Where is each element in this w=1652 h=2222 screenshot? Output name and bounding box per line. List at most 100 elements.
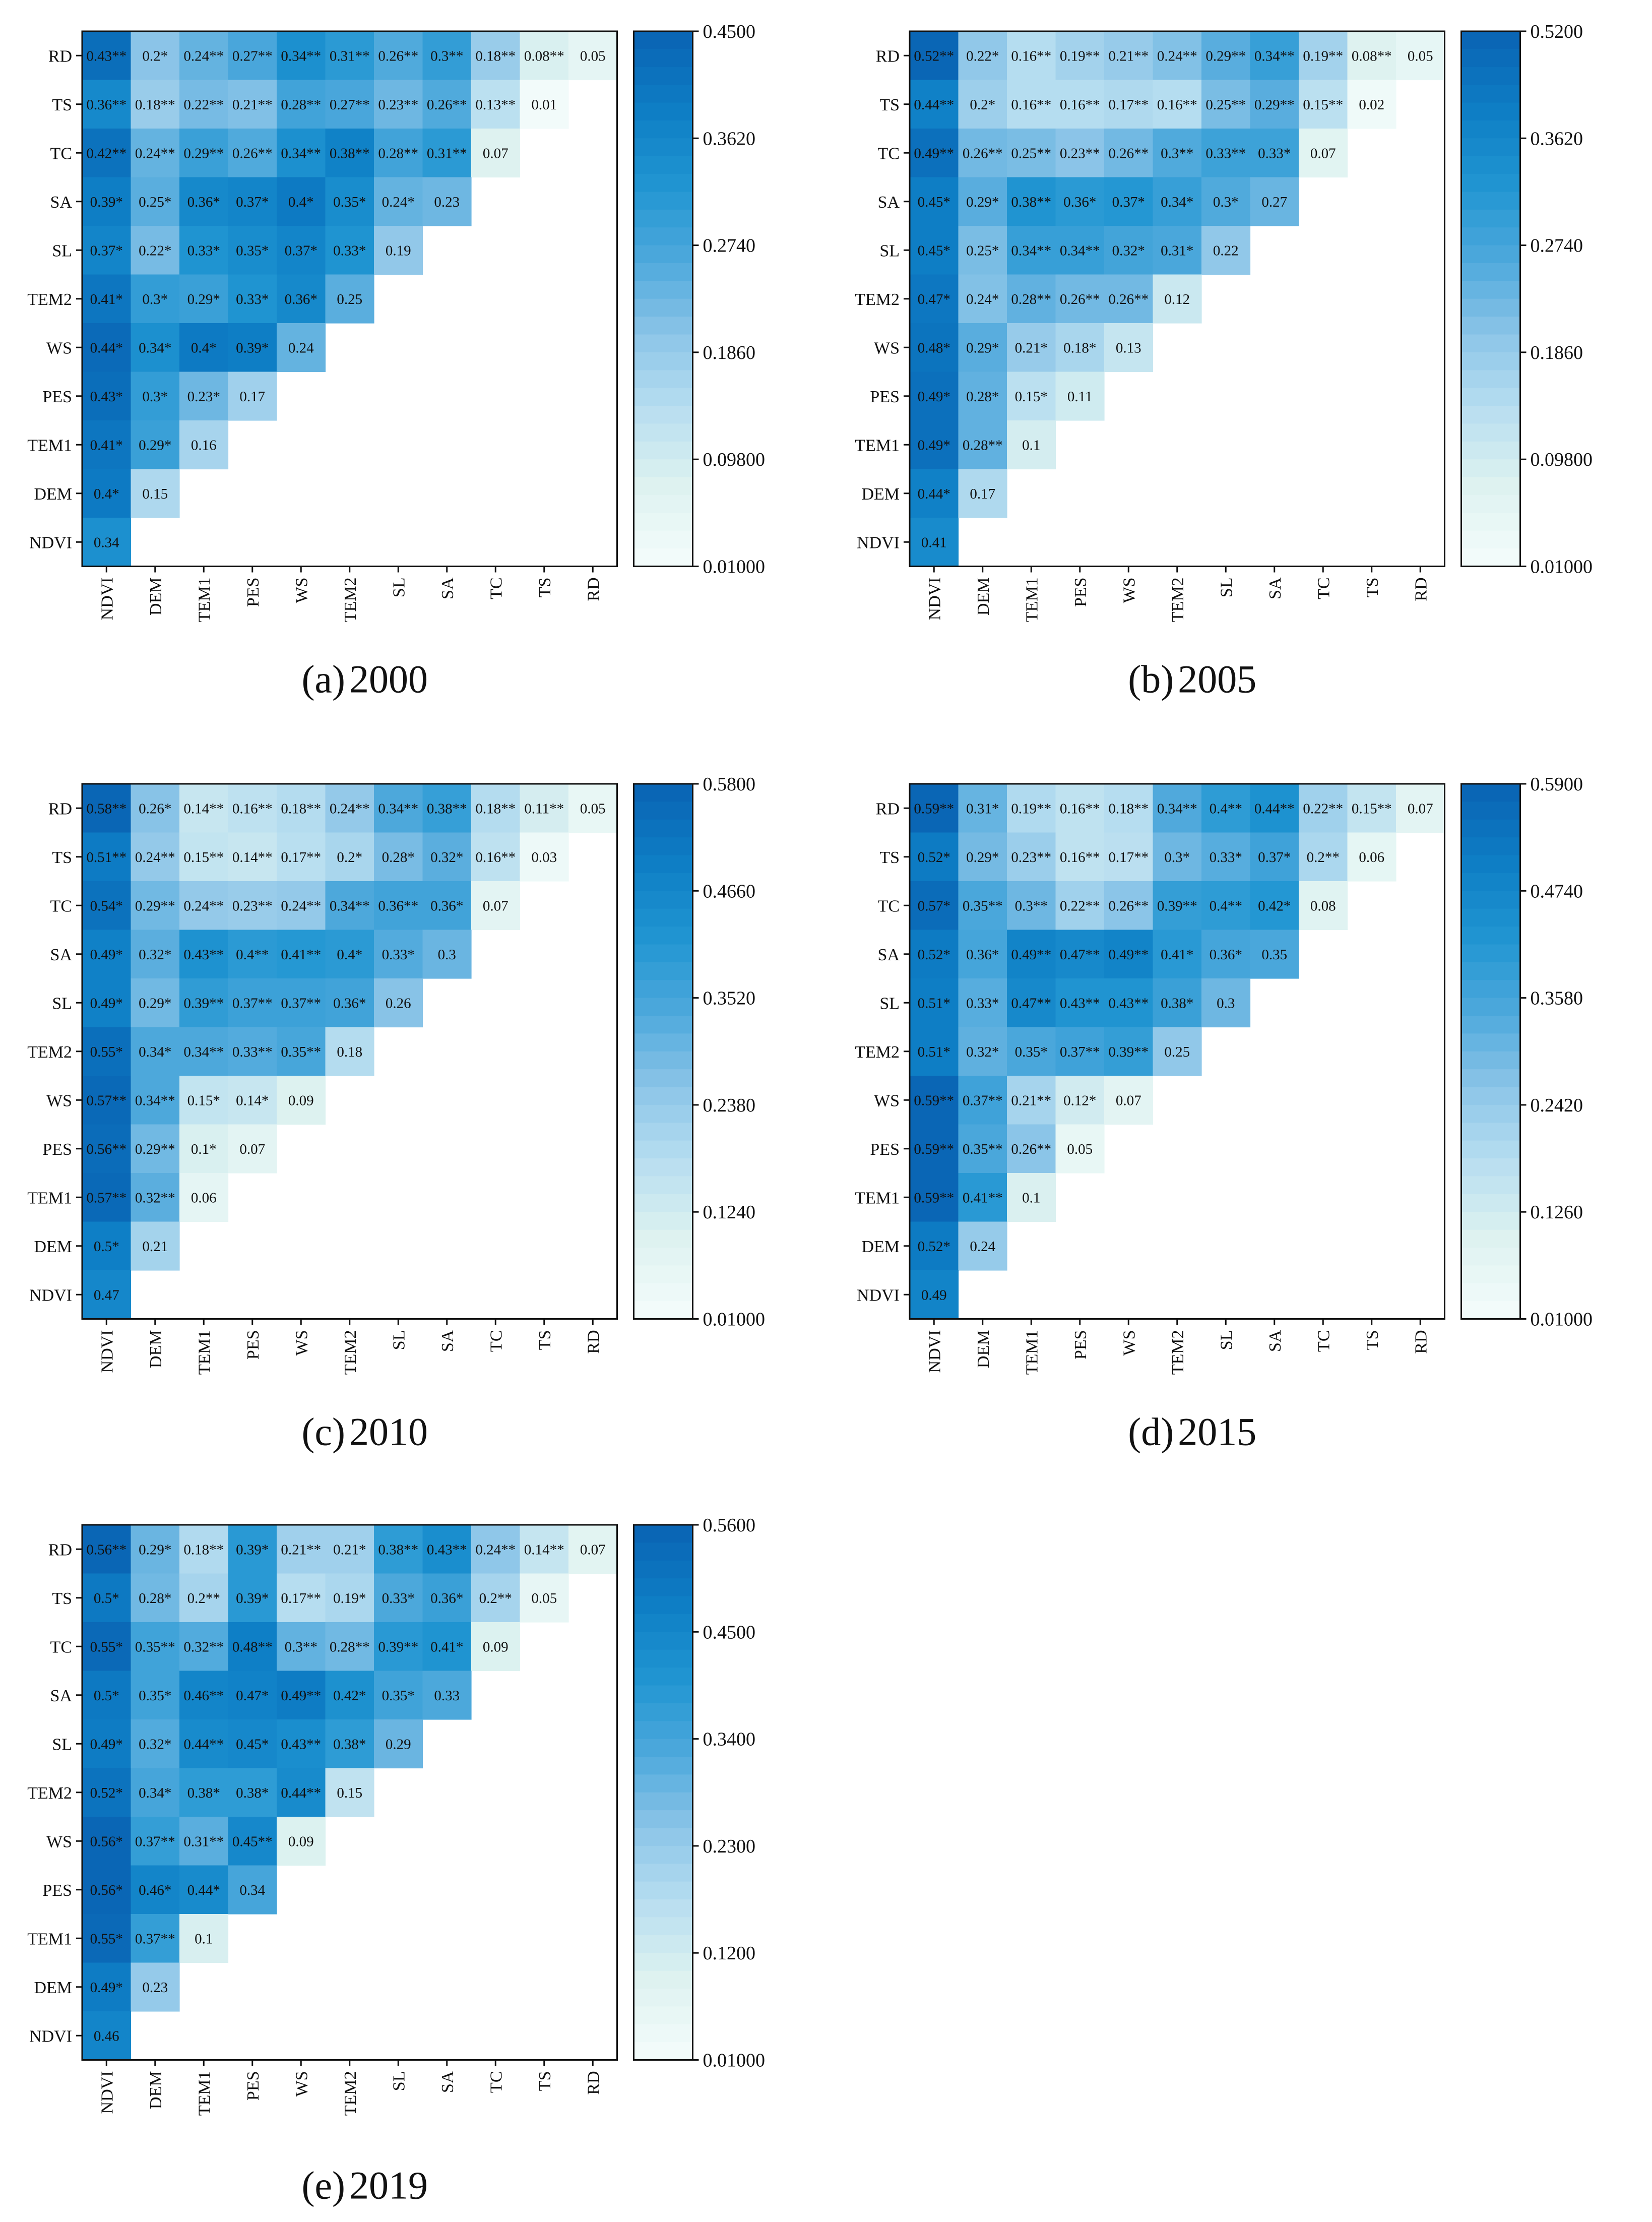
colorbar-segment bbox=[633, 1212, 693, 1230]
colorbar-segment bbox=[1461, 1104, 1520, 1124]
colorbar-segment bbox=[633, 1721, 693, 1740]
y-tick-label-ts: TS bbox=[52, 96, 72, 114]
heatmap-cell bbox=[179, 930, 229, 979]
cell-value-label: 0.28** bbox=[378, 145, 418, 161]
y-tick-label-ndvi: NDVI bbox=[29, 2027, 72, 2046]
colorbar-segment bbox=[633, 1739, 693, 1757]
cell-value-label: 0.42* bbox=[1258, 898, 1291, 914]
colorbar-segment bbox=[1461, 388, 1520, 406]
colorbar-segment bbox=[633, 334, 693, 353]
heatmap-cell bbox=[179, 1027, 229, 1076]
colorbar-segment bbox=[1461, 1069, 1520, 1088]
colorbar-segment bbox=[1461, 1283, 1520, 1302]
heatmap-cell bbox=[1201, 978, 1251, 1028]
heatmap-cell bbox=[1299, 80, 1348, 129]
x-tick-label-tem2: TEM2 bbox=[341, 578, 360, 623]
colorbar-segment bbox=[1461, 801, 1520, 820]
colorbar-segment bbox=[633, 784, 693, 803]
x-tick-label-tem1: TEM1 bbox=[1023, 578, 1041, 623]
heatmap-cell bbox=[374, 881, 423, 931]
caption-year: 2005 bbox=[1178, 657, 1256, 701]
y-tick-label-tem2: TEM2 bbox=[27, 1043, 72, 1062]
cell-value-label: 0.29** bbox=[183, 145, 224, 161]
heatmap-cell bbox=[1153, 31, 1202, 81]
y-tick-label-ws: WS bbox=[874, 1091, 900, 1110]
x-tick-label-rd: RD bbox=[1412, 1330, 1430, 1354]
cell-value-label: 0.29** bbox=[135, 1141, 175, 1157]
colorbar-segment bbox=[1461, 138, 1520, 157]
cell-value-label: 0.07 bbox=[1408, 800, 1433, 817]
caption-letter: (b) bbox=[1128, 657, 1174, 701]
panel-caption: (c) 2010 bbox=[301, 1410, 428, 1454]
y-tick-label-ts: TS bbox=[879, 96, 900, 114]
colorbar-segment bbox=[633, 855, 693, 874]
heatmap-cell bbox=[131, 1622, 180, 1672]
heatmap-cell bbox=[910, 323, 959, 373]
y-tick-label-ws: WS bbox=[46, 339, 72, 357]
heatmap-cell bbox=[1104, 881, 1154, 931]
colorbar-segment bbox=[633, 209, 693, 228]
cell-value-label: 0.49* bbox=[918, 389, 950, 405]
cell-value-label: 0.35* bbox=[382, 1688, 415, 1704]
heatmap-cell bbox=[1007, 978, 1056, 1028]
cell-value-label: 0.22** bbox=[1060, 898, 1100, 914]
colorbar-tick-label: 0.1240 bbox=[703, 1202, 756, 1223]
heatmap-cell bbox=[131, 1076, 180, 1125]
colorbar-segment bbox=[1461, 1087, 1520, 1105]
cell-value-label: 0.45* bbox=[918, 242, 950, 259]
colorbar-segment bbox=[1461, 209, 1520, 228]
heatmap-cell bbox=[1153, 930, 1202, 979]
heatmap-cell bbox=[910, 1076, 959, 1125]
heatmap-cell bbox=[910, 1027, 959, 1076]
heatmap-cell bbox=[1007, 881, 1056, 931]
colorbar-segment bbox=[1461, 1301, 1520, 1320]
heatmap-cell bbox=[228, 1719, 277, 1769]
cell-value-label: 0.24** bbox=[183, 898, 224, 914]
cell-value-label: 0.2** bbox=[479, 1590, 512, 1607]
colorbar-segment bbox=[1461, 1247, 1520, 1266]
y-tick-label-tem2: TEM2 bbox=[27, 1784, 72, 1803]
colorbar-segment bbox=[1461, 1123, 1520, 1141]
y-tick-label-sl: SL bbox=[52, 1735, 72, 1754]
heatmap-cell bbox=[82, 1914, 132, 1963]
heatmap-cell bbox=[471, 129, 521, 178]
x-tick-label-sa: SA bbox=[438, 577, 457, 599]
heatmap-cell bbox=[131, 1221, 180, 1271]
cell-value-label: 0.22** bbox=[183, 97, 224, 113]
cell-value-label: 0.51* bbox=[918, 995, 950, 1011]
colorbar-segment bbox=[633, 1194, 693, 1212]
colorbar-segment bbox=[1461, 1158, 1520, 1177]
cell-value-label: 0.34* bbox=[139, 1785, 171, 1801]
cell-value-label: 0.05 bbox=[580, 800, 606, 817]
heatmap-cell bbox=[958, 274, 1007, 324]
heatmap-cell bbox=[277, 1817, 326, 1866]
colorbar-segment bbox=[633, 1229, 693, 1248]
heatmap-cell bbox=[131, 372, 180, 421]
cell-value-label: 0.07 bbox=[580, 1541, 606, 1558]
y-tick-label-ws: WS bbox=[46, 1091, 72, 1110]
colorbar-tick-label: 0.2380 bbox=[703, 1095, 756, 1116]
cell-value-label: 0.18 bbox=[337, 1044, 362, 1060]
heatmap-cell bbox=[82, 420, 132, 470]
heatmap-cell bbox=[179, 1622, 229, 1672]
x-tick-label-tc: TC bbox=[1314, 578, 1333, 599]
colorbar-tick-label: 0.09800 bbox=[1531, 449, 1593, 470]
y-tick-label-dem: DEM bbox=[861, 1238, 900, 1256]
y-tick-label-tc: TC bbox=[50, 144, 72, 163]
heatmap-cell bbox=[179, 1525, 229, 1574]
heatmap-cell bbox=[1201, 31, 1251, 81]
heatmap-cell bbox=[131, 129, 180, 178]
heatmap-cell bbox=[958, 31, 1007, 81]
cell-value-label: 0.24** bbox=[135, 145, 175, 161]
cell-value-label: 0.37* bbox=[90, 242, 123, 259]
heatmap-cell bbox=[910, 226, 959, 275]
y-tick-label-tc: TC bbox=[50, 897, 72, 915]
cell-value-label: 0.29* bbox=[139, 437, 171, 453]
cell-value-label: 0.16** bbox=[1011, 48, 1051, 64]
heatmap-cell bbox=[82, 1124, 132, 1174]
heatmap-cell bbox=[277, 1719, 326, 1769]
cell-value-label: 0.23 bbox=[434, 194, 460, 210]
x-tick-label-tem2: TEM2 bbox=[1169, 1330, 1187, 1375]
cell-value-label: 0.5* bbox=[94, 1688, 119, 1704]
colorbar-segment bbox=[633, 423, 693, 442]
